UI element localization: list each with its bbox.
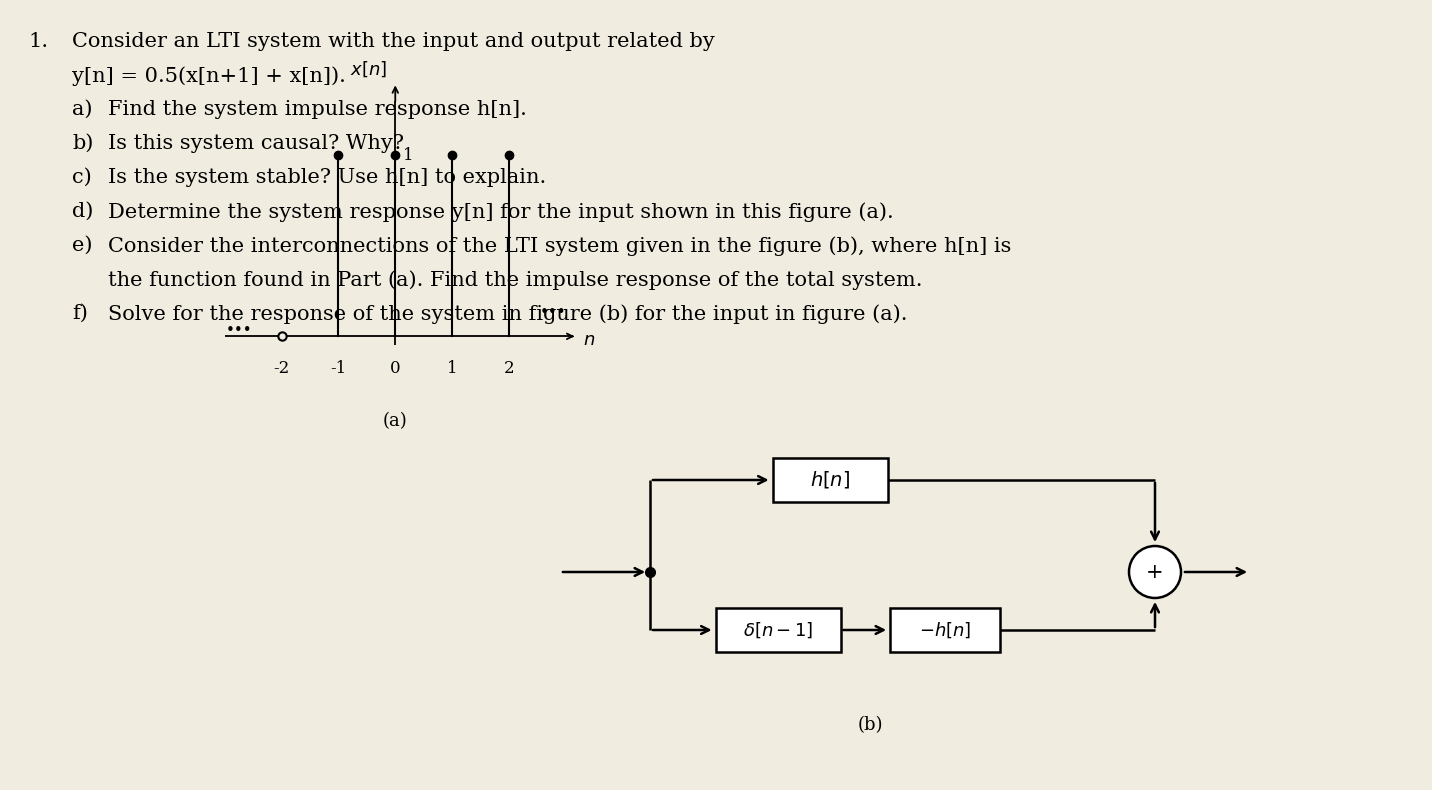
Text: f): f): [72, 304, 87, 323]
Text: 1: 1: [447, 360, 457, 377]
Text: -1: -1: [331, 360, 347, 377]
Text: $x[n]$: $x[n]$: [349, 59, 387, 79]
Text: Is the system stable? Use h[n] to explain.: Is the system stable? Use h[n] to explai…: [107, 168, 546, 187]
Text: •••: •••: [226, 323, 252, 338]
Text: (b): (b): [858, 716, 882, 734]
Text: a): a): [72, 100, 93, 119]
Text: (a): (a): [382, 412, 408, 431]
Text: 2: 2: [504, 360, 514, 377]
Text: Determine the system response y[n] for the input shown in this figure (a).: Determine the system response y[n] for t…: [107, 202, 894, 222]
Text: Is this system causal? Why?: Is this system causal? Why?: [107, 134, 404, 153]
Text: c): c): [72, 168, 92, 187]
Text: Solve for the response of the system in figure (b) for the input in figure (a).: Solve for the response of the system in …: [107, 304, 908, 324]
Text: $h[n]$: $h[n]$: [811, 469, 851, 491]
Text: $n$: $n$: [583, 331, 596, 349]
Text: the function found in Part (a). Find the impulse response of the total system.: the function found in Part (a). Find the…: [107, 270, 922, 290]
FancyBboxPatch shape: [772, 458, 888, 502]
Text: e): e): [72, 236, 93, 255]
Text: b): b): [72, 134, 93, 153]
Circle shape: [1128, 546, 1181, 598]
Text: d): d): [72, 202, 93, 221]
FancyBboxPatch shape: [891, 608, 1000, 652]
Text: Find the system impulse response h[n].: Find the system impulse response h[n].: [107, 100, 527, 119]
Text: $-h[n]$: $-h[n]$: [919, 620, 971, 640]
Text: -2: -2: [274, 360, 289, 377]
Text: $\delta[n-1]$: $\delta[n-1]$: [743, 620, 813, 640]
Text: y[n] = 0.5(x[n+1] + x[n]).: y[n] = 0.5(x[n+1] + x[n]).: [72, 66, 347, 85]
Text: +: +: [1146, 563, 1164, 582]
Text: Consider the interconnections of the LTI system given in the figure (b), where h: Consider the interconnections of the LTI…: [107, 236, 1011, 256]
Text: 1.: 1.: [29, 32, 49, 51]
Text: 1: 1: [402, 146, 414, 164]
Text: Consider an LTI system with the input and output related by: Consider an LTI system with the input an…: [72, 32, 715, 51]
Text: •••: •••: [540, 305, 567, 320]
FancyBboxPatch shape: [716, 608, 841, 652]
Text: 0: 0: [390, 360, 401, 377]
